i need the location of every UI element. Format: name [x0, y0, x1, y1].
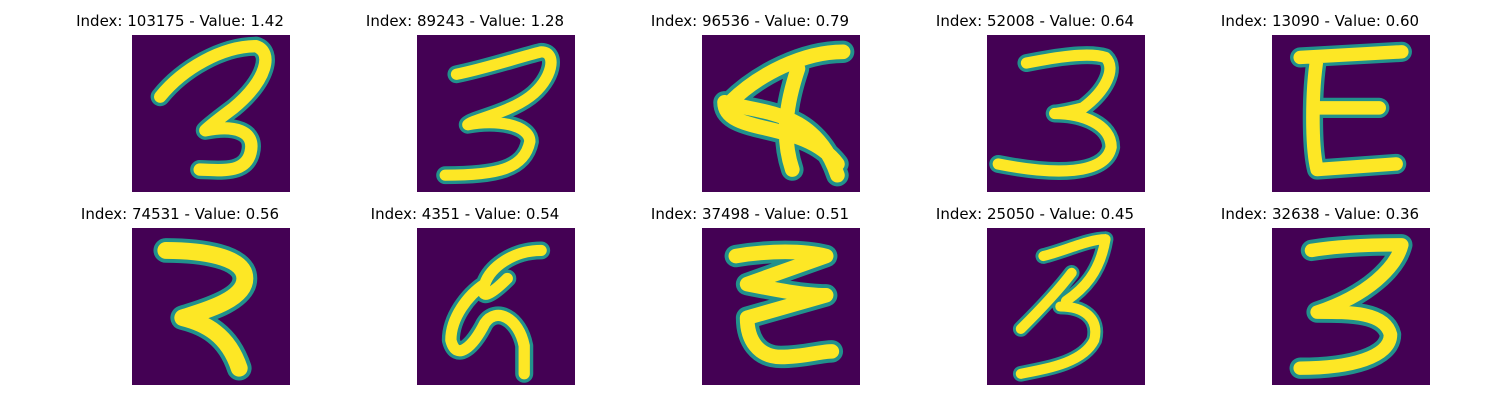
- panel-title: Index: 32638 - Value: 0.36: [1220, 205, 1420, 223]
- panel-title: Index: 52008 - Value: 0.64: [935, 12, 1135, 30]
- digit-image: [702, 35, 860, 192]
- panel-title: Index: 13090 - Value: 0.60: [1220, 12, 1420, 30]
- digit-image: [987, 35, 1145, 192]
- panel-10: Index: 32638 - Value: 0.36: [1170, 193, 1470, 393]
- panel-5: Index: 13090 - Value: 0.60: [1170, 0, 1470, 200]
- panel-title: Index: 96536 - Value: 0.79: [650, 12, 850, 30]
- digit-image: [132, 35, 290, 192]
- panel-title: Index: 103175 - Value: 1.42: [76, 12, 284, 30]
- panel-title: Index: 74531 - Value: 0.56: [80, 205, 280, 223]
- panel-9: Index: 25050 - Value: 0.45: [885, 193, 1185, 393]
- panel-7: Index: 4351 - Value: 0.54: [315, 193, 615, 393]
- panel-1: Index: 103175 - Value: 1.42: [30, 0, 330, 200]
- panel-2: Index: 89243 - Value: 1.28: [315, 0, 615, 200]
- digit-image: [702, 228, 860, 385]
- panel-title: Index: 89243 - Value: 1.28: [365, 12, 565, 30]
- digit-image: [1272, 35, 1430, 192]
- digit-image: [987, 228, 1145, 385]
- panel-title: Index: 37498 - Value: 0.51: [650, 205, 850, 223]
- digit-image: [132, 228, 290, 385]
- panel-title: Index: 4351 - Value: 0.54: [370, 205, 560, 223]
- digit-image: [417, 35, 575, 192]
- panel-4: Index: 52008 - Value: 0.64: [885, 0, 1185, 200]
- panel-6: Index: 74531 - Value: 0.56: [30, 193, 330, 393]
- panel-8: Index: 37498 - Value: 0.51: [600, 193, 900, 393]
- panel-3: Index: 96536 - Value: 0.79: [600, 0, 900, 200]
- digit-image: [417, 228, 575, 385]
- panel-title: Index: 25050 - Value: 0.45: [935, 205, 1135, 223]
- digit-image: [1272, 228, 1430, 385]
